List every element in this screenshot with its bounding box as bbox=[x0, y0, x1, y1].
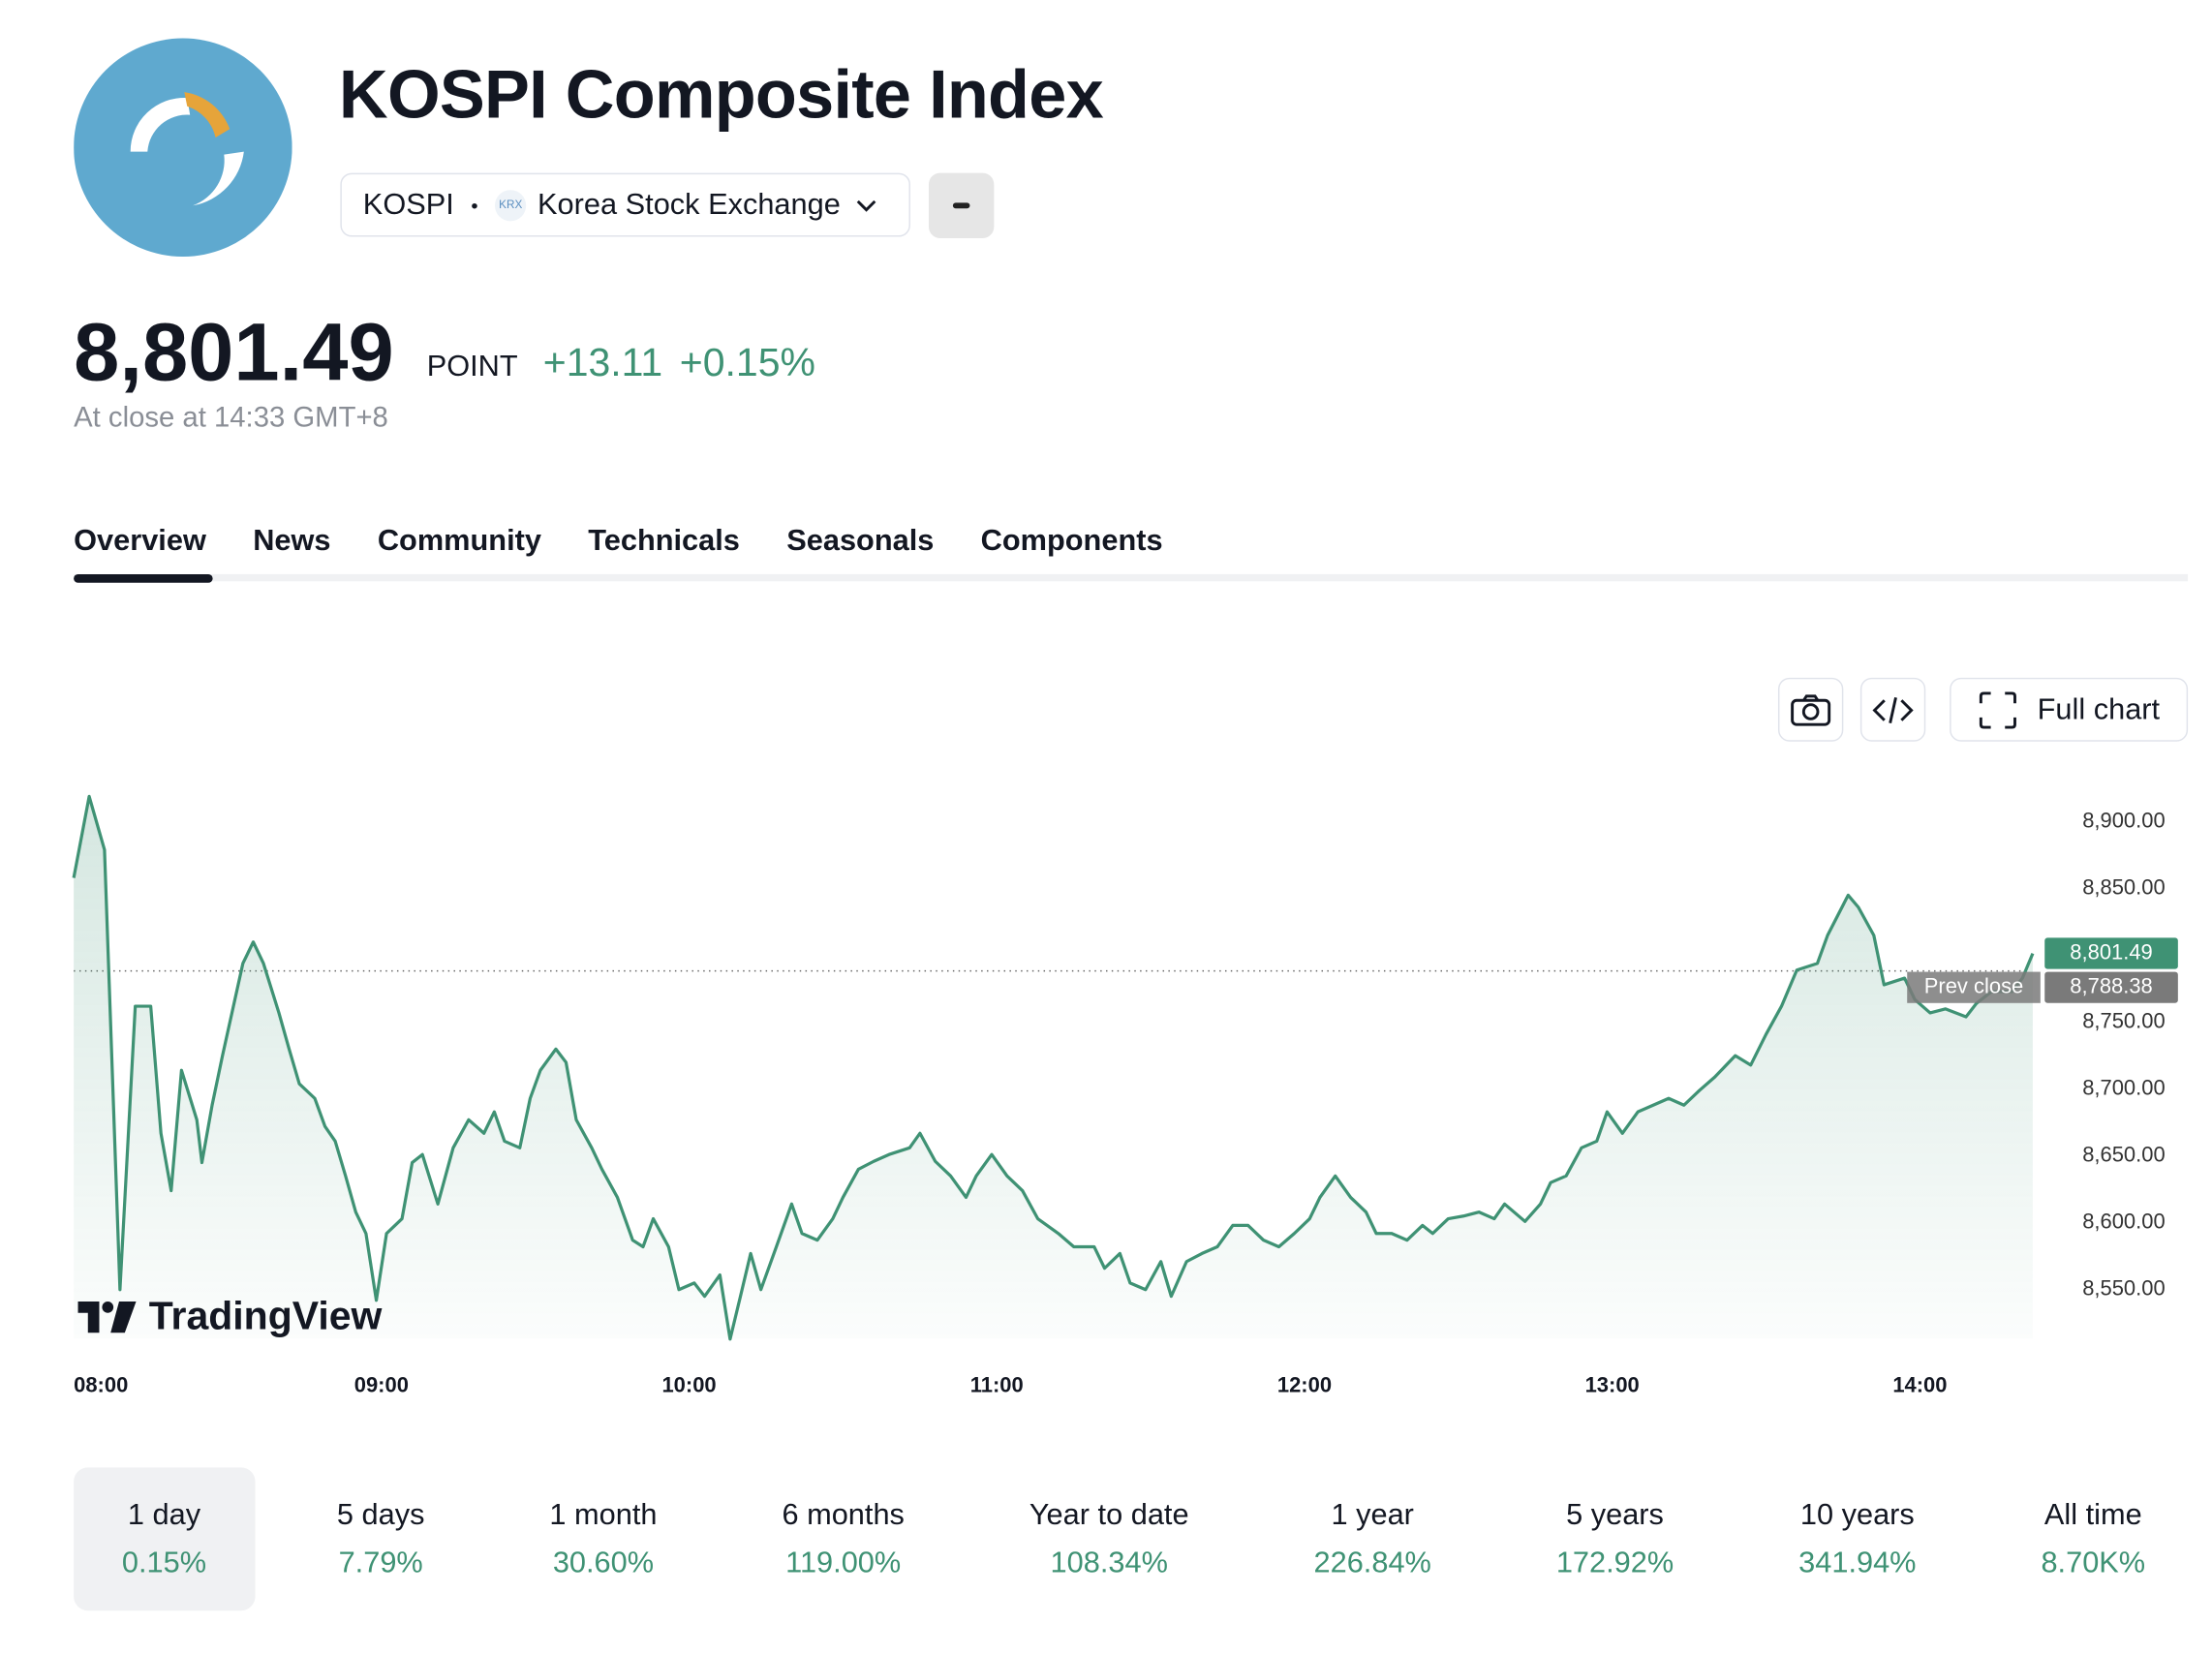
prev-close-name-bg bbox=[1907, 971, 2041, 1003]
change: +13.11 +0.15% bbox=[543, 340, 815, 385]
chevron bbox=[856, 199, 876, 212]
period[interactable]: 10 years 341.94% bbox=[1756, 1467, 1958, 1610]
tab[interactable]: Technicals bbox=[588, 524, 740, 558]
period-label: 5 days bbox=[336, 1497, 425, 1531]
y-tick-label: 8,850.00 bbox=[2082, 874, 2165, 899]
period-change: 30.60% bbox=[552, 1546, 655, 1579]
area-fill bbox=[74, 796, 2033, 1339]
full-chart-button[interactable]: Full chart bbox=[1950, 677, 2189, 742]
period-change: 0.15% bbox=[121, 1546, 207, 1579]
watermark-text: TradingView bbox=[149, 1293, 383, 1337]
period[interactable]: 1 day 0.15% bbox=[74, 1467, 255, 1611]
symbol: KOSPI bbox=[362, 187, 454, 221]
separator: • bbox=[471, 193, 478, 217]
price-line bbox=[72, 794, 2035, 1341]
full-chart-label: Full chart bbox=[2037, 692, 2161, 725]
period-change: 226.84% bbox=[1313, 1546, 1431, 1579]
unit: POINT bbox=[426, 350, 518, 383]
prev-close-label: 8,788.38 bbox=[2070, 973, 2152, 997]
y-tick-label: 8,550.00 bbox=[2082, 1276, 2165, 1301]
snapshot-button[interactable] bbox=[1777, 677, 1844, 742]
x-tick-label: 12:00 bbox=[1277, 1373, 1332, 1397]
collapse-button[interactable] bbox=[928, 172, 995, 238]
period-change: 341.94% bbox=[1798, 1546, 1917, 1579]
exchange-name: Korea Stock Exchange bbox=[538, 187, 841, 221]
title: KOSPI Composite Index bbox=[338, 58, 1104, 134]
period-change: 7.79% bbox=[338, 1546, 423, 1579]
x-tick-label: 14:00 bbox=[1892, 1373, 1947, 1397]
x-tick-label: 13:00 bbox=[1585, 1373, 1640, 1397]
camera-icon bbox=[1791, 693, 1831, 725]
tab-indicator bbox=[74, 573, 213, 583]
x-tick-label: 09:00 bbox=[354, 1373, 409, 1397]
period[interactable]: Year to date 108.34% bbox=[987, 1467, 1232, 1610]
prev-close-name: Prev close bbox=[1924, 973, 2024, 997]
period-label: 5 years bbox=[1566, 1497, 1664, 1531]
x-tick-label: 11:00 bbox=[970, 1373, 1024, 1397]
tab[interactable]: Overview bbox=[74, 524, 206, 558]
period[interactable]: 1 year 226.84% bbox=[1272, 1467, 1474, 1610]
tab[interactable]: Components bbox=[980, 524, 1163, 558]
watermark-logo bbox=[77, 1302, 137, 1333]
y-tick-label: 8,650.00 bbox=[2082, 1142, 2165, 1166]
y-tick-label: 8,600.00 bbox=[2082, 1209, 2165, 1233]
period-change: 119.00% bbox=[785, 1546, 902, 1579]
price: 8,801.49 bbox=[74, 306, 394, 399]
price-tag-label: 8,801.49 bbox=[2070, 939, 2152, 964]
tabs: Overview News Community Technicals Seasonals… bbox=[74, 525, 1162, 559]
watermark-dot bbox=[102, 1302, 114, 1313]
x-tick-label: 10:00 bbox=[661, 1373, 716, 1397]
period-selector: 1 day 0.15% 5 days 7.79% 1 month 30.60% 6 mont… bbox=[74, 1467, 2189, 1611]
period[interactable]: 6 months 119.00% bbox=[740, 1467, 947, 1610]
embed-button[interactable] bbox=[1859, 677, 1926, 742]
period-label: 1 year bbox=[1331, 1497, 1414, 1531]
period-label: 1 month bbox=[549, 1497, 658, 1531]
period-change: 108.34% bbox=[1050, 1546, 1168, 1579]
exchange-logo: KRX bbox=[495, 189, 527, 221]
exchange-selector[interactable]: KOSPI • KRX Korea Stock Exchange bbox=[340, 172, 910, 237]
period-label: All time bbox=[2043, 1497, 2142, 1531]
x-tick-label: 08:00 bbox=[74, 1373, 128, 1397]
y-tick-label: 8,750.00 bbox=[2082, 1008, 2165, 1032]
tab[interactable]: News bbox=[253, 524, 331, 558]
market-status: At close at 14:33 GMT+8 bbox=[74, 402, 388, 435]
price-tag bbox=[2044, 937, 2178, 969]
period-label: 6 months bbox=[782, 1497, 905, 1531]
prev-close-tag bbox=[2044, 971, 2178, 1003]
change-pct: +0.15% bbox=[679, 340, 815, 384]
fullscreen-icon bbox=[1979, 690, 2016, 728]
period-change: 8.70K% bbox=[2041, 1546, 2146, 1579]
tab-track bbox=[74, 573, 2189, 582]
period[interactable]: 5 years 172.92% bbox=[1514, 1467, 1716, 1610]
y-tick-label: 8,700.00 bbox=[2082, 1075, 2165, 1099]
period-label: 1 day bbox=[127, 1497, 201, 1531]
watermark: TradingView bbox=[77, 1293, 383, 1337]
period[interactable]: All time 8.70K% bbox=[1999, 1467, 2189, 1610]
period[interactable]: 1 month 30.60% bbox=[507, 1467, 699, 1610]
period[interactable]: 5 days 7.79% bbox=[294, 1467, 467, 1610]
logo bbox=[74, 38, 292, 258]
period-label: 10 years bbox=[1799, 1497, 1915, 1531]
y-tick-label: 8,900.00 bbox=[2082, 808, 2165, 832]
period-label: Year to date bbox=[1029, 1497, 1189, 1531]
code-icon bbox=[1872, 696, 1914, 723]
period-change: 172.92% bbox=[1555, 1546, 1674, 1579]
tab[interactable]: Seasonals bbox=[786, 524, 935, 558]
tab[interactable]: Community bbox=[377, 524, 541, 558]
change-abs: +13.11 bbox=[542, 340, 663, 384]
